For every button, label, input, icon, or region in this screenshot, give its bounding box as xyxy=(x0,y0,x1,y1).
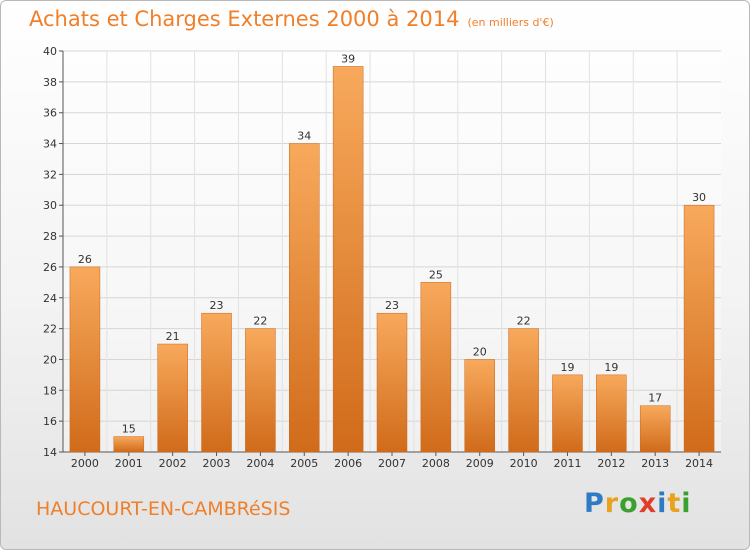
city-name: HAUCOURT-EN-CAMBRéSIS xyxy=(36,498,291,520)
logo-letter: i xyxy=(681,488,692,519)
bar-2009 xyxy=(464,359,495,453)
chart-title-text: Achats et Charges Externes 2000 à 2014 xyxy=(29,7,460,31)
y-tick-label: 20 xyxy=(43,353,57,366)
logo-letter: o xyxy=(619,488,639,519)
bar-2004 xyxy=(245,328,276,453)
data-label-2006: 39 xyxy=(341,52,355,65)
y-tick-label: 26 xyxy=(43,261,57,274)
bar-2007 xyxy=(376,312,408,453)
logo-letter: r xyxy=(604,488,620,519)
bar-2006 xyxy=(332,66,364,453)
x-tick-label-2011: 2011 xyxy=(553,457,581,470)
x-tick-label-2008: 2008 xyxy=(422,457,450,470)
chart-title: Achats et Charges Externes 2000 à 2014 (e… xyxy=(29,7,554,31)
x-tick-label-2014: 2014 xyxy=(685,457,713,470)
x-tick-label-2000: 2000 xyxy=(71,457,99,470)
bar-2003 xyxy=(201,312,232,453)
bar-2011 xyxy=(552,374,583,453)
proxiti-logo: Proxiti xyxy=(584,488,692,519)
bar-2002 xyxy=(157,343,188,453)
bar-2014 xyxy=(683,204,715,453)
data-label-2013: 17 xyxy=(648,392,662,405)
y-tick-label: 28 xyxy=(43,230,57,243)
data-label-2004: 22 xyxy=(253,315,267,328)
bar-2005 xyxy=(289,143,320,453)
data-label-2009: 20 xyxy=(473,345,487,358)
y-tick-label: 30 xyxy=(43,199,57,212)
x-tick-label-2001: 2001 xyxy=(115,457,143,470)
bar-2013 xyxy=(639,405,671,453)
data-label-2011: 19 xyxy=(560,361,574,374)
data-label-2000: 26 xyxy=(78,253,92,266)
bar-2010 xyxy=(508,328,539,453)
data-label-2014: 30 xyxy=(692,191,706,204)
data-label-2012: 19 xyxy=(604,361,618,374)
logo-letter: i xyxy=(657,488,668,519)
y-tick-label: 34 xyxy=(43,138,57,151)
y-tick-label: 22 xyxy=(43,323,57,336)
bar-2000 xyxy=(69,266,101,453)
bar-2012 xyxy=(596,374,627,453)
y-tick-label: 14 xyxy=(43,446,57,459)
x-tick-label-2009: 2009 xyxy=(466,457,494,470)
data-labels: 26 15 21 23 22 34 39 23 25 20 22 19 19 17 30 xyxy=(78,52,706,435)
data-label-2003: 23 xyxy=(210,299,224,312)
data-label-2001: 15 xyxy=(122,423,136,436)
unit-note: (en milliers d'€) xyxy=(467,16,554,29)
y-tick-label: 40 xyxy=(43,45,57,58)
data-label-2010: 22 xyxy=(517,315,531,328)
y-tick-label: 38 xyxy=(43,76,57,89)
x-tick-label-2007: 2007 xyxy=(378,457,406,470)
x-tick-label-2002: 2002 xyxy=(159,457,187,470)
x-tick-label-2004: 2004 xyxy=(246,457,274,470)
data-label-2008: 25 xyxy=(429,268,443,281)
x-tick-label-2003: 2003 xyxy=(203,457,231,470)
logo-letter: t xyxy=(667,488,682,519)
y-tick-label: 24 xyxy=(43,292,57,305)
y-tick-label: 18 xyxy=(43,384,57,397)
y-tick-label: 36 xyxy=(43,107,57,120)
x-tick-label-2012: 2012 xyxy=(597,457,625,470)
y-tick-label: 32 xyxy=(43,168,57,181)
x-tick-label-2006: 2006 xyxy=(334,457,362,470)
bar-2001 xyxy=(113,436,145,453)
x-tick-label-2005: 2005 xyxy=(290,457,318,470)
data-label-2002: 21 xyxy=(166,330,180,343)
logo-letter: x xyxy=(638,488,658,519)
logo-letter: P xyxy=(584,488,605,519)
data-label-2005: 34 xyxy=(297,130,311,143)
y-tick-label: 16 xyxy=(43,415,57,428)
x-tick-label-2010: 2010 xyxy=(510,457,538,470)
bars xyxy=(69,66,715,453)
x-tick-label-2013: 2013 xyxy=(641,457,669,470)
bar-2008 xyxy=(420,282,452,453)
data-label-2007: 23 xyxy=(385,299,399,312)
